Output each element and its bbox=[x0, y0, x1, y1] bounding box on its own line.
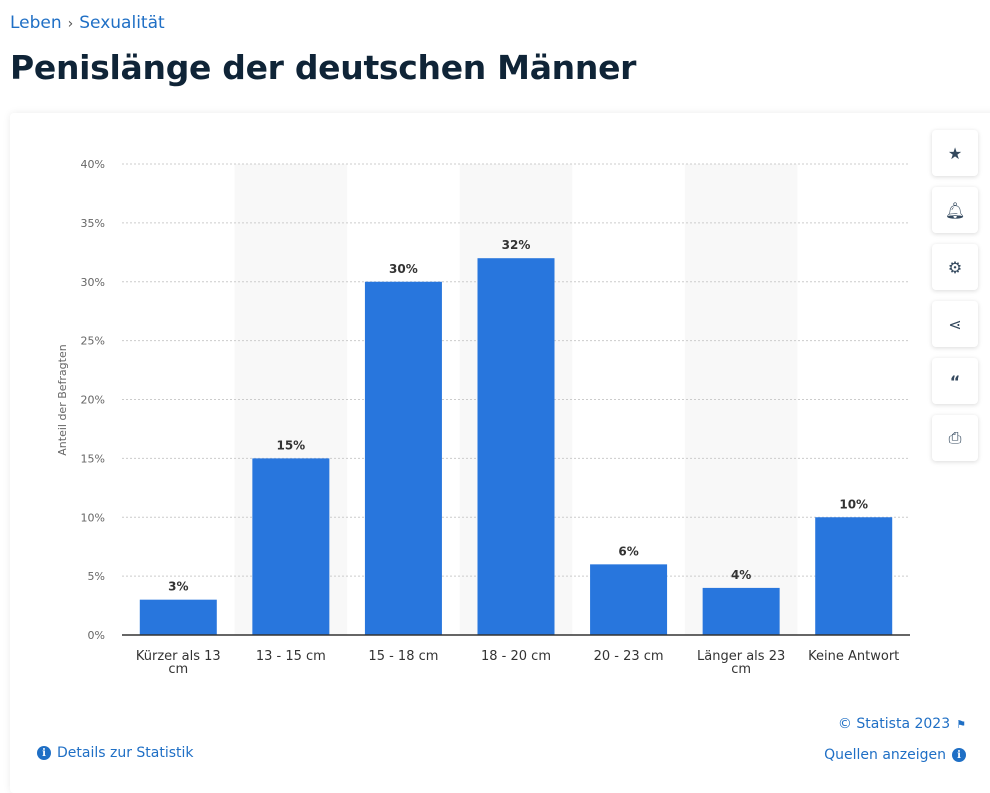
x-tick-label: Keine Antwort bbox=[808, 649, 899, 664]
data-label: 10% bbox=[839, 497, 868, 511]
sources-link[interactable]: Quellen anzeigen i bbox=[824, 747, 966, 763]
bar bbox=[702, 587, 780, 635]
x-tick-label: Kürzer als 13 bbox=[136, 649, 221, 664]
breadcrumb: Leben › Sexualität bbox=[10, 13, 165, 33]
x-tick-label: 20 - 23 cm bbox=[594, 649, 664, 664]
y-tick-label: 5% bbox=[88, 570, 105, 583]
y-tick-label: 10% bbox=[81, 511, 105, 524]
data-label: 30% bbox=[389, 262, 418, 276]
star-icon: ★ bbox=[947, 143, 963, 163]
x-tick-label: cm bbox=[168, 662, 188, 677]
bar bbox=[590, 564, 668, 635]
bar bbox=[139, 599, 217, 635]
y-tick-label: 40% bbox=[81, 158, 105, 171]
breadcrumb-separator: › bbox=[67, 16, 74, 32]
x-tick-label: 13 - 15 cm bbox=[256, 649, 326, 664]
print-button[interactable]: ⎙ bbox=[932, 415, 978, 461]
data-label: 4% bbox=[731, 568, 751, 582]
x-tick-label: 18 - 20 cm bbox=[481, 649, 551, 664]
y-tick-label: 25% bbox=[81, 335, 105, 348]
info-icon: i bbox=[37, 746, 51, 760]
gear-icon: ⚙ bbox=[947, 257, 963, 277]
x-tick-label: Länger als 23 bbox=[697, 649, 785, 664]
cite-button[interactable]: “ bbox=[932, 358, 978, 404]
breadcrumb-leben[interactable]: Leben bbox=[10, 13, 62, 33]
y-tick-label: 35% bbox=[81, 217, 105, 230]
details-text: Details zur Statistik bbox=[57, 745, 194, 761]
details-link[interactable]: i Details zur Statistik bbox=[37, 745, 194, 761]
bar bbox=[364, 281, 442, 635]
data-label: 3% bbox=[168, 580, 188, 594]
data-label: 32% bbox=[502, 238, 531, 252]
data-label: 6% bbox=[618, 544, 638, 558]
print-icon: ⎙ bbox=[948, 428, 962, 447]
bar bbox=[477, 258, 555, 635]
breadcrumb-sexualitaet[interactable]: Sexualität bbox=[79, 13, 165, 33]
y-axis-label: Anteil der Befragten bbox=[56, 344, 69, 455]
notification-button[interactable]: 🔔︎ bbox=[932, 187, 978, 233]
quote-icon: “ bbox=[949, 371, 961, 391]
page-title: Penislänge der deutschen Männer bbox=[10, 48, 637, 87]
copyright[interactable]: © Statista 2023 ⚑ bbox=[838, 716, 966, 732]
y-tick-label: 20% bbox=[81, 394, 105, 407]
info-icon: i bbox=[952, 748, 966, 762]
data-label: 15% bbox=[276, 438, 305, 452]
y-tick-label: 30% bbox=[81, 276, 105, 289]
bar bbox=[252, 458, 330, 635]
bell-icon: 🔔︎ bbox=[944, 200, 966, 220]
y-tick-label: 0% bbox=[88, 629, 105, 642]
x-tick-label: cm bbox=[731, 662, 751, 677]
share-button[interactable]: ⋖ bbox=[932, 301, 978, 347]
copyright-text: © Statista 2023 bbox=[837, 716, 951, 732]
favorite-button[interactable]: ★ bbox=[932, 130, 978, 176]
share-icon: ⋖ bbox=[948, 314, 962, 334]
y-tick-label: 15% bbox=[81, 452, 105, 465]
flag-icon: ⚑ bbox=[956, 717, 966, 731]
x-tick-label: 15 - 18 cm bbox=[368, 649, 438, 664]
sources-text: Quellen anzeigen bbox=[824, 747, 946, 763]
band bbox=[684, 164, 798, 635]
settings-button[interactable]: ⚙ bbox=[932, 244, 978, 290]
bar bbox=[815, 517, 893, 635]
